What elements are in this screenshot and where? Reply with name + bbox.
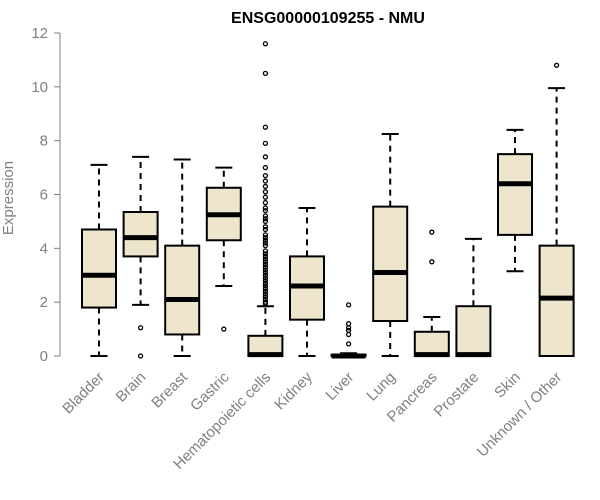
- outlier-point: [262, 199, 269, 206]
- outlier-point: [262, 248, 269, 254]
- x-tick-label: Skin: [491, 369, 524, 402]
- outlier-point: [262, 280, 269, 286]
- y-tick-label: 4: [40, 240, 48, 257]
- outlier-point: [262, 70, 269, 77]
- iqr-box: [81, 228, 117, 309]
- x-tick-label: Lung: [363, 369, 399, 405]
- y-tick-label: 6: [40, 187, 48, 204]
- outlier-point: [262, 256, 269, 262]
- outlier-point: [262, 154, 269, 160]
- box-gastric: [205, 166, 242, 332]
- outlier-point: [137, 325, 144, 331]
- outlier-point: [262, 259, 269, 265]
- outlier-point: [262, 232, 269, 238]
- iqr-box: [455, 305, 492, 357]
- box-pancreas: [413, 229, 450, 358]
- iqr-box: [538, 244, 575, 357]
- y-tick-label: 0: [40, 348, 48, 365]
- outlier-point: [262, 224, 269, 230]
- outlier-point: [262, 178, 269, 184]
- box-prostate: [455, 237, 492, 358]
- box-hematopoietic-cells: [247, 41, 284, 358]
- outlier-point: [262, 251, 269, 257]
- box-breast: [164, 158, 201, 357]
- outlier-point: [262, 226, 269, 233]
- iqr-box: [372, 205, 409, 323]
- x-tick-label: Brain: [113, 369, 150, 406]
- outlier-point: [262, 164, 269, 171]
- outlier-point: [262, 264, 269, 270]
- box-lung: [372, 132, 409, 357]
- y-tick-label: 12: [31, 25, 48, 42]
- outlier-point: [429, 259, 435, 265]
- y-axis: 0 2 4 6 8 10 12: [31, 25, 61, 365]
- box-brain: [122, 155, 159, 359]
- iqr-box: [497, 153, 533, 236]
- outlier-point: [262, 269, 269, 276]
- outlier-point: [262, 261, 269, 268]
- box-group: [81, 41, 575, 359]
- x-tick-label: Bladder: [59, 369, 108, 418]
- y-axis-title: Expression: [0, 161, 17, 235]
- outlier-point: [262, 286, 269, 292]
- outlier-point: [262, 234, 269, 241]
- outlier-point: [429, 229, 435, 235]
- outlier-point: [262, 283, 269, 289]
- outlier-point: [262, 140, 269, 147]
- outlier-point: [553, 62, 560, 68]
- y-tick-label: 8: [40, 133, 48, 150]
- outlier-point: [262, 275, 269, 281]
- outlier-point: [137, 353, 144, 359]
- box-bladder: [81, 163, 117, 357]
- outlier-point: [262, 124, 269, 130]
- outlier-point: [262, 272, 269, 278]
- y-tick-label: 2: [40, 294, 48, 311]
- outlier-point: [345, 325, 352, 331]
- outlier-point: [262, 218, 269, 225]
- outlier-point: [262, 189, 269, 195]
- outlier-point: [262, 207, 269, 214]
- chart-title: ENSG00000109255 - NMU: [231, 10, 425, 27]
- x-tick-label: Breast: [148, 368, 191, 411]
- outlier-point: [262, 288, 269, 295]
- box-skin: [497, 128, 533, 273]
- outlier-point: [262, 242, 269, 249]
- outlier-point: [262, 183, 269, 190]
- outlier-point: [262, 300, 269, 307]
- outlier-point: [262, 277, 269, 284]
- x-tick-label: Prostate: [431, 369, 483, 421]
- outlier-point: [262, 291, 269, 297]
- box-kidney: [289, 206, 325, 357]
- x-tick-label: Kidney: [271, 368, 316, 413]
- box-unknown-other: [538, 62, 575, 357]
- outlier-point: [345, 341, 352, 347]
- outlier-point: [262, 213, 269, 219]
- iqr-box: [122, 210, 159, 258]
- outlier-point: [345, 302, 352, 308]
- outlier-point: [262, 205, 269, 211]
- x-tick-label: Liver: [322, 369, 357, 404]
- y-tick-label: 10: [31, 79, 48, 96]
- outlier-point: [262, 41, 269, 47]
- outlier-point: [221, 326, 227, 332]
- iqr-box: [413, 330, 450, 357]
- outlier-point: [262, 237, 269, 243]
- box-liver: [330, 302, 367, 359]
- outlier-point: [262, 267, 269, 273]
- outlier-point: [262, 216, 269, 222]
- outlier-point: [262, 294, 269, 300]
- outlier-point: [262, 240, 269, 246]
- outlier-point: [262, 173, 269, 179]
- outlier-point: [262, 194, 269, 200]
- outlier-point: [262, 253, 269, 260]
- iqr-box: [164, 244, 201, 336]
- outlier-point: [345, 331, 352, 338]
